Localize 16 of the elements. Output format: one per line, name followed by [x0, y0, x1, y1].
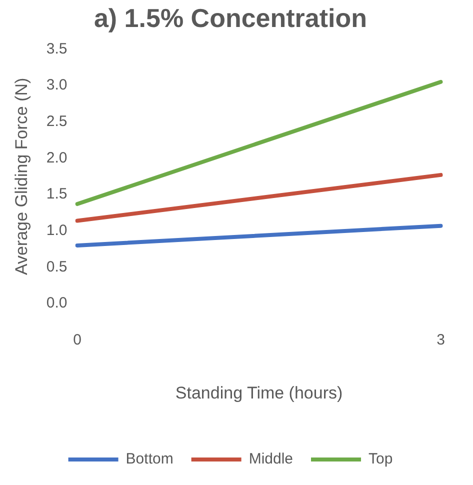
y-tick-label: 0.5 [46, 258, 68, 276]
y-tick-label: 0.0 [46, 294, 68, 312]
legend-label: Bottom [126, 450, 174, 468]
y-tick-label: 3.0 [46, 76, 68, 94]
y-axis-title: Average Gliding Force (N) [12, 78, 31, 275]
chart-title: a) 1.5% Concentration [94, 2, 368, 33]
y-tick-label: 2.0 [46, 149, 68, 166]
legend-label: Middle [248, 450, 294, 468]
y-tick-label: 2.5 [46, 113, 68, 130]
x-tick-label: 3 [436, 332, 445, 349]
y-tick-label: 3.5 [46, 40, 68, 58]
y-tick-label: 1.0 [46, 222, 68, 240]
y-tick-label: 1.5 [46, 186, 68, 203]
x-axis-title: Standing Time (hours) [175, 383, 343, 402]
legend-label: Top [368, 450, 393, 468]
x-tick-label: 0 [73, 332, 82, 349]
